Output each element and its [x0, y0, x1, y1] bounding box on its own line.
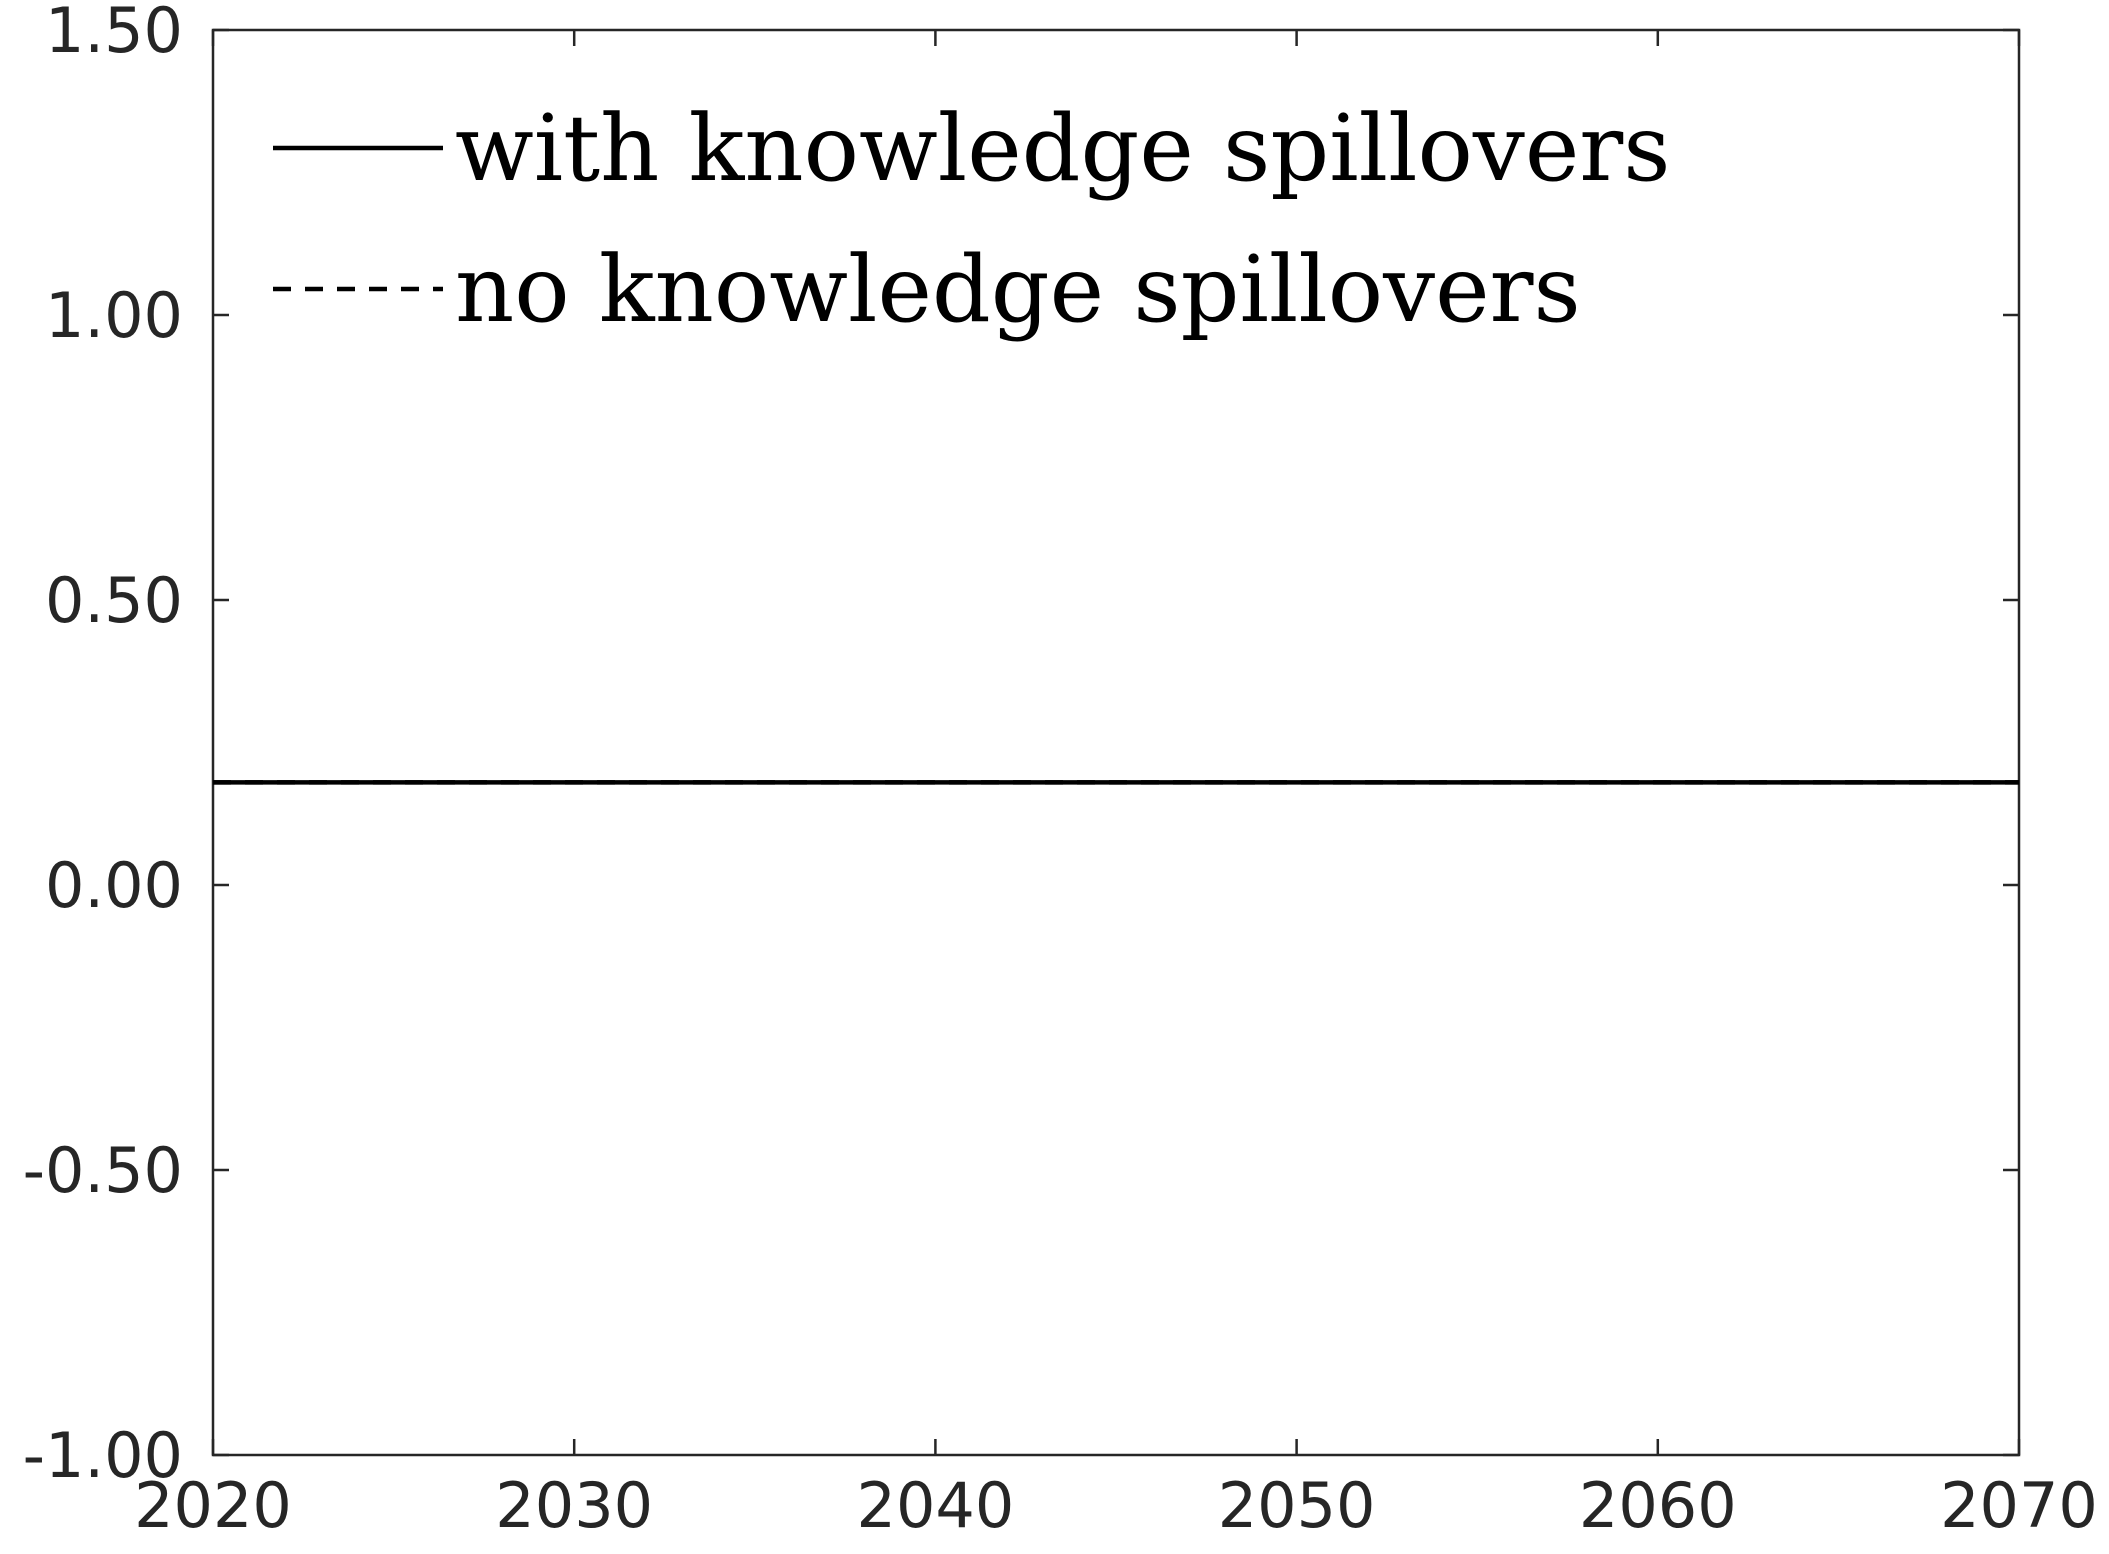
y-tick-label: -0.50: [23, 1134, 183, 1207]
x-tick-label: 2040: [857, 1469, 1015, 1542]
x-tick-label: 2050: [1218, 1469, 1376, 1542]
x-tick-label: 2030: [495, 1469, 653, 1542]
legend-label: with knowledge spillovers: [455, 95, 1671, 202]
y-tick-label: 0.50: [45, 564, 183, 637]
legend-label: no knowledge spillovers: [455, 236, 1581, 343]
legend: with knowledge spillovers no knowledge sp…: [273, 95, 1671, 343]
y-tick-label: 1.50: [45, 0, 183, 67]
x-tick-label: 2020: [134, 1469, 292, 1542]
x-tick-label: 2060: [1579, 1469, 1737, 1542]
x-tick-label: 2070: [1940, 1469, 2098, 1542]
y-tick-label: -1.00: [23, 1419, 183, 1492]
y-tick-label: 1.00: [45, 279, 183, 352]
axis-ticks: 2020 2030 2040 2050 2060 2070 -1.00 -0.50 0.00 0.…: [23, 0, 2098, 1542]
plot-area: [211, 28, 2021, 1457]
y-tick-label: 0.00: [45, 849, 183, 922]
